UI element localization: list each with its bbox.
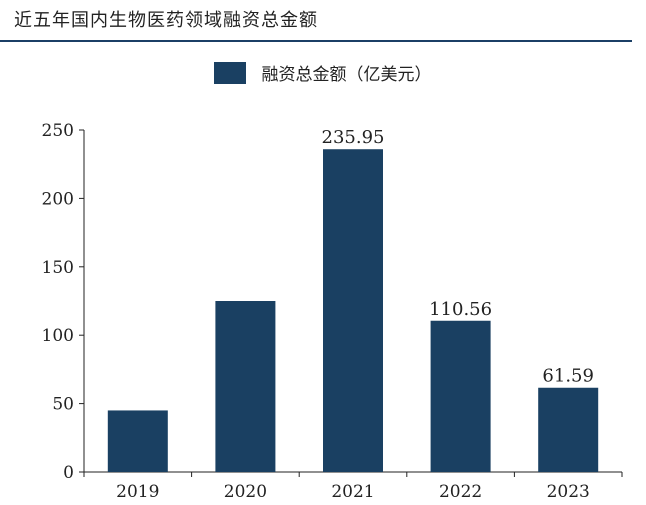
y-tick-label: 200 (42, 189, 74, 209)
data-label-2022: 110.56 (429, 299, 492, 320)
data-label-2021: 235.95 (322, 127, 385, 148)
bar-2022 (430, 320, 491, 472)
bar-2019 (107, 410, 168, 472)
y-tick-label: 100 (42, 326, 74, 346)
chart-title: 近五年国内生物医药领域融资总金额 (14, 10, 318, 31)
legend-swatch (214, 61, 247, 84)
x-tick-label: 2021 (331, 482, 374, 502)
title-divider (0, 40, 632, 42)
x-tick-label: 2020 (224, 482, 267, 502)
y-tick-label: 50 (52, 395, 74, 415)
x-tick-label: 2022 (439, 482, 482, 502)
legend-label: 融资总金额（亿美元） (261, 65, 432, 85)
legend: 融资总金额（亿美元） (0, 60, 646, 85)
y-tick-label: 150 (42, 258, 74, 278)
y-tick-label: 250 (42, 121, 74, 141)
data-label-2023: 61.59 (542, 366, 594, 387)
x-tick-label: 2019 (116, 482, 159, 502)
bar-2020 (215, 301, 276, 472)
y-tick-label: 0 (63, 463, 74, 483)
bar-2023 (538, 387, 599, 472)
bar-2021 (323, 149, 383, 472)
x-tick-label: 2023 (547, 482, 590, 502)
